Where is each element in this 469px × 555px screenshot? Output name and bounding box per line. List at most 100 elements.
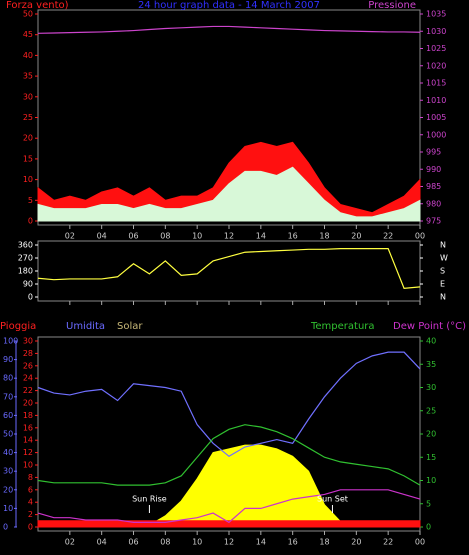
plot-frame [37, 240, 421, 302]
x-tick-label: 06 [128, 232, 138, 241]
y2-tick-label: 1025 [426, 44, 446, 53]
y2-tick-label: 985 [426, 182, 441, 191]
annotation: Sun Rise [132, 495, 167, 504]
y-tick-label: 22 [23, 386, 33, 395]
y2-tick-label: 1020 [426, 61, 446, 70]
x-tick-label: 14 [256, 538, 266, 547]
series-line [37, 351, 421, 458]
y2-tick-label: N [440, 241, 446, 250]
chart-title: 24 hour graph data - 14 March 2007 [138, 0, 320, 11]
y3-tick-label: 90 [3, 355, 13, 364]
y-tick-label: 35 [23, 72, 33, 81]
y2-tick-label: 20 [426, 430, 436, 439]
series-area [38, 444, 420, 528]
y2-tick-label: 990 [426, 165, 441, 174]
y3-tick-label: 70 [3, 392, 13, 401]
y3-tick-label: 40 [3, 448, 13, 457]
x-tick-label: 08 [160, 538, 170, 547]
y-tick-label: 18 [23, 411, 33, 420]
y2-tick-label: 1035 [426, 10, 446, 19]
y-tick-label: 8 [28, 473, 33, 482]
y-tick-label: 14 [23, 436, 33, 445]
x-tick-label: 20 [351, 232, 361, 241]
y-tick-label: 10 [23, 175, 33, 184]
y-tick-label: 26 [23, 361, 33, 370]
y3-tick-label: 30 [3, 467, 13, 476]
series-line [37, 248, 421, 289]
y2-tick-label: 1005 [426, 113, 446, 122]
x-tick-label: 18 [319, 538, 329, 547]
y2-tick-label: W [440, 254, 448, 263]
y-tick-label: 20 [23, 399, 33, 408]
y2-tick-label: 975 [426, 217, 441, 226]
y-tick-label: 45 [23, 30, 33, 39]
axis-label: Forza vento) [6, 0, 69, 11]
x-tick-label: 02 [65, 232, 75, 241]
x-tick-label: 16 [288, 232, 298, 241]
y-tick-label: 6 [28, 485, 33, 494]
y-tick-label: 90 [23, 280, 33, 289]
y2-tick-label: 1015 [426, 79, 446, 88]
y2-tick-label: 1010 [426, 96, 446, 105]
y2-tick-label: 5 [426, 499, 431, 508]
axis-label: Pioggia [0, 321, 36, 332]
x-tick-label: 20 [351, 538, 361, 547]
x-tick-label: 10 [192, 538, 202, 547]
x-tick-label: 08 [160, 232, 170, 241]
x-tick-label: 02 [65, 538, 75, 547]
x-tick-label: 22 [383, 538, 393, 547]
y2-tick-label: 980 [426, 199, 441, 208]
y3-tick-label: 20 [3, 485, 13, 494]
y2-tick-label: 10 [426, 476, 436, 485]
y2-tick-label: 30 [426, 383, 436, 392]
y-tick-label: 16 [23, 423, 33, 432]
y-tick-label: 180 [18, 267, 33, 276]
series-line [37, 424, 421, 486]
y-tick-label: 15 [23, 154, 33, 163]
y-tick-label: 50 [23, 10, 33, 19]
series-area [37, 166, 421, 222]
y2-tick-label: E [440, 280, 445, 289]
y-tick-label: 12 [23, 448, 33, 457]
y-tick-label: 4 [28, 498, 33, 507]
y-tick-label: 30 [23, 92, 33, 101]
y3-tick-label: 80 [3, 374, 13, 383]
y-tick-label: 30 [23, 337, 33, 346]
x-tick-label: 00 [415, 232, 425, 241]
y-tick-label: 10 [23, 461, 33, 470]
y3-tick-label: 10 [3, 504, 13, 513]
y-tick-label: 20 [23, 134, 33, 143]
y2-tick-label: 15 [426, 453, 436, 462]
y2-tick-label: N [440, 293, 446, 302]
y-tick-label: 360 [18, 241, 33, 250]
y-tick-label: 24 [23, 374, 33, 383]
y3-tick-label: 0 [3, 523, 8, 532]
y-tick-label: 2 [28, 510, 33, 519]
annotation: Sun Set [317, 495, 348, 504]
y-tick-label: 270 [18, 254, 33, 263]
y-tick-label: 40 [23, 51, 33, 60]
x-tick-label: 00 [415, 538, 425, 547]
y2-tick-label: 35 [426, 360, 436, 369]
x-tick-label: 16 [288, 538, 298, 547]
axis-label: Temperatura [310, 321, 375, 332]
y2-tick-label: 40 [426, 337, 436, 346]
y2-tick-label: S [440, 267, 445, 276]
x-tick-label: 18 [319, 232, 329, 241]
axis-label: Solar [117, 321, 143, 332]
y3-tick-label: 50 [3, 430, 13, 439]
y-tick-label: 0 [28, 217, 33, 226]
x-tick-label: 04 [97, 232, 107, 241]
x-tick-label: 12 [224, 538, 234, 547]
series-line [37, 25, 421, 34]
y2-tick-label: 25 [426, 406, 436, 415]
series-line [37, 489, 421, 524]
axis-label: Umidita [66, 321, 105, 332]
x-tick-label: 06 [128, 538, 138, 547]
axis-label: Pressione [368, 0, 416, 11]
y3-tick-label: 60 [3, 411, 13, 420]
x-tick-label: 22 [383, 232, 393, 241]
y-tick-label: 28 [23, 349, 33, 358]
x-tick-label: 10 [192, 232, 202, 241]
